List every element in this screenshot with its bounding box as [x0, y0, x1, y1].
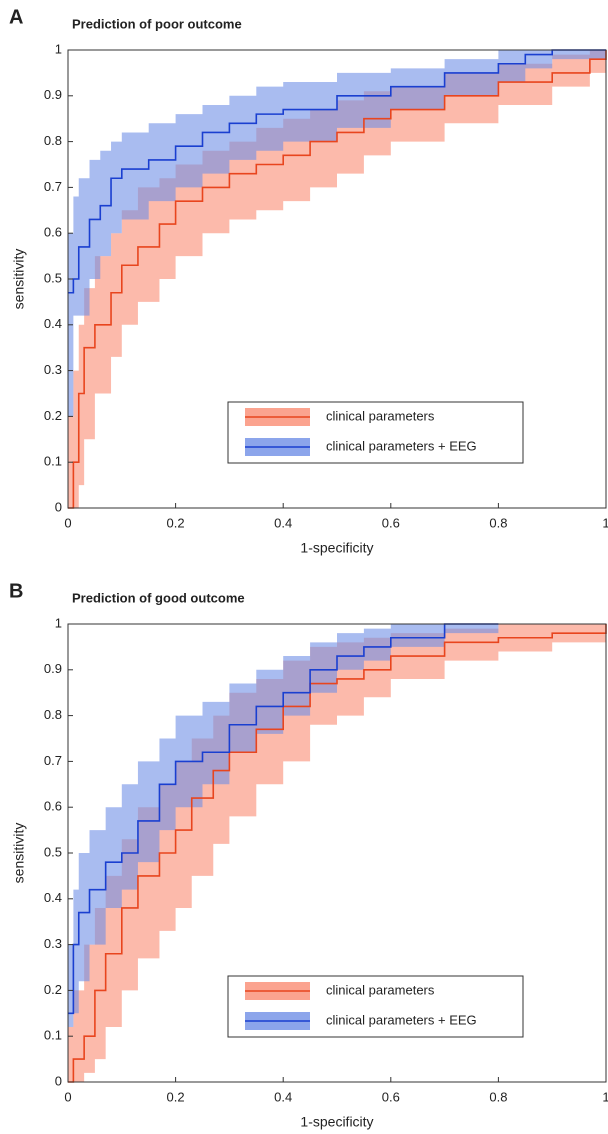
y-tick-label: 0: [55, 499, 62, 514]
y-tick-label: 0.6: [44, 799, 62, 814]
x-axis-label: 1-specificity: [300, 540, 373, 556]
plot-area: [68, 49, 607, 509]
y-tick-label: 0.1: [44, 1028, 62, 1043]
y-tick-label: 0.2: [44, 982, 62, 997]
y-tick-label: 0.7: [44, 179, 62, 194]
plot-area: [68, 623, 607, 1083]
y-tick-label: 0.2: [44, 408, 62, 423]
x-tick-label: 0.8: [489, 1089, 507, 1104]
legend-label: clinical parameters + EEG: [326, 1012, 477, 1027]
y-tick-label: 0.5: [44, 270, 62, 285]
x-tick-label: 0.2: [167, 1089, 185, 1104]
y-tick-label: 0.1: [44, 454, 62, 469]
roc-line: [68, 624, 607, 1083]
y-axis-label: sensitivity: [11, 823, 27, 884]
y-tick-label: 1: [55, 615, 62, 630]
chart-title: Prediction of good outcome: [72, 590, 245, 605]
confidence-band: [68, 624, 499, 1028]
x-tick-label: 0.4: [274, 515, 292, 530]
y-tick-label: 0.6: [44, 225, 62, 240]
y-tick-label: 0.9: [44, 87, 62, 102]
x-tick-label: 0.6: [382, 515, 400, 530]
y-tick-label: 0.3: [44, 362, 62, 377]
panel-label: A: [9, 6, 23, 28]
chart-panel: A Prediction of poor outcome 1-specificity…: [9, 6, 608, 555]
y-tick-label: 0.4: [44, 890, 62, 905]
x-tick-label: 1: [602, 515, 608, 530]
x-tick-label: 0.8: [489, 515, 507, 530]
x-tick-label: 1: [602, 1089, 608, 1104]
y-tick-label: 1: [55, 41, 62, 56]
y-tick-label: 0.9: [44, 661, 62, 676]
y-tick-label: 0.8: [44, 133, 62, 148]
y-tick-label: 0.5: [44, 844, 62, 859]
y-axis-label: sensitivity: [11, 249, 27, 310]
roc-line: [68, 623, 499, 1015]
x-tick-label: 0: [64, 515, 71, 530]
roc-line: [68, 50, 607, 509]
y-tick-label: 0.4: [44, 316, 62, 331]
y-tick-label: 0.7: [44, 753, 62, 768]
x-tick-label: 0.6: [382, 1089, 400, 1104]
x-tick-label: 0.4: [274, 1089, 292, 1104]
chart-title: Prediction of poor outcome: [72, 16, 242, 31]
x-tick-label: 0: [64, 1089, 71, 1104]
y-tick-label: 0.3: [44, 936, 62, 951]
legend-label: clinical parameters: [326, 982, 435, 997]
y-tick-label: 0: [55, 1073, 62, 1088]
chart-panel: B Prediction of good outcome 1-specificity…: [9, 580, 608, 1129]
legend-label: clinical parameters: [326, 408, 435, 423]
x-axis-label: 1-specificity: [300, 1114, 373, 1130]
panel-label: B: [9, 580, 23, 602]
y-tick-label: 0.8: [44, 707, 62, 722]
legend-label: clinical parameters + EEG: [326, 438, 477, 453]
roc-line: [68, 49, 606, 294]
x-tick-label: 0.2: [167, 515, 185, 530]
